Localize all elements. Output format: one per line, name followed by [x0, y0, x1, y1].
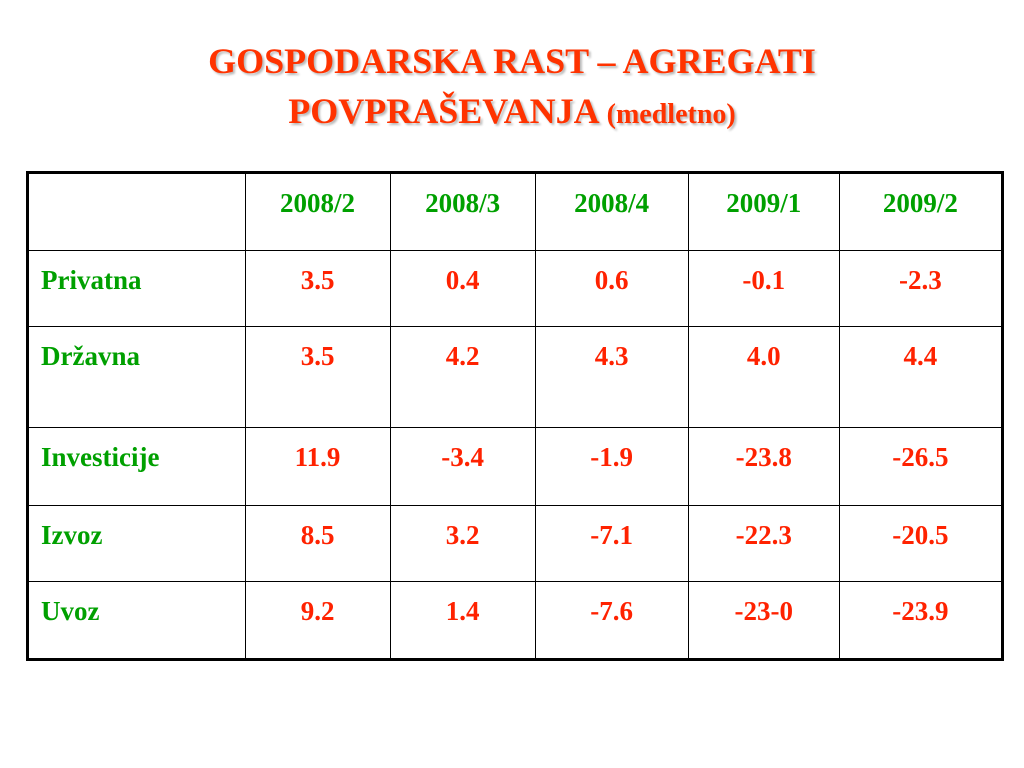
value-cell: 11.9: [244, 426, 391, 506]
row-label: Izvoz: [27, 504, 246, 582]
value-cell: 4.0: [687, 326, 840, 428]
value-cell: 4.2: [389, 326, 536, 428]
value-cell: -7.6: [534, 580, 689, 661]
value-cell: -1.9: [534, 426, 689, 506]
value-cell: -0.1: [687, 250, 840, 328]
value-cell: 3.2: [389, 504, 536, 582]
title-line-1: GOSPODARSKA RAST – AGREGATI: [208, 41, 816, 81]
row-label: Uvoz: [27, 580, 246, 661]
value-cell: -26.5: [838, 426, 1004, 506]
value-cell: -7.1: [534, 504, 689, 582]
value-cell: 8.5: [244, 504, 391, 582]
header-cell-empty: [27, 171, 246, 252]
value-cell: 4.3: [534, 326, 689, 428]
row-label: Državna: [27, 326, 246, 428]
value-cell: 0.4: [389, 250, 536, 328]
header-cell: 2009/2: [838, 171, 1004, 252]
title-suffix: (medletno): [606, 99, 736, 130]
header-cell: 2008/2: [244, 171, 391, 252]
value-cell: 3.5: [244, 326, 391, 428]
value-cell: -23-0: [687, 580, 840, 661]
table-header-row: 2008/2 2008/3 2008/4 2009/1 2009/2: [27, 171, 1004, 252]
value-cell: -23.9: [838, 580, 1004, 661]
value-cell: 4.4: [838, 326, 1004, 428]
data-table: 2008/2 2008/3 2008/4 2009/1 2009/2 Priva…: [26, 171, 1004, 661]
header-cell: 2008/3: [389, 171, 536, 252]
value-cell: -3.4: [389, 426, 536, 506]
page-title: GOSPODARSKA RAST – AGREGATI POVPRAŠEVANJ…: [0, 36, 1024, 140]
header-cell: 2008/4: [534, 171, 689, 252]
title-line-2: POVPRAŠEVANJA (medletno): [0, 86, 1024, 140]
row-label: Privatna: [27, 250, 246, 328]
table-row: Izvoz 8.5 3.2 -7.1 -22.3 -20.5: [27, 504, 1004, 582]
value-cell: -20.5: [838, 504, 1004, 582]
row-label: Investicije: [27, 426, 246, 506]
header-cell: 2009/1: [687, 171, 840, 252]
value-cell: 1.4: [389, 580, 536, 661]
title-line-2-main: POVPRAŠEVANJA: [288, 91, 598, 131]
table-row: Investicije 11.9 -3.4 -1.9 -23.8 -26.5: [27, 426, 1004, 506]
value-cell: -23.8: [687, 426, 840, 506]
value-cell: 9.2: [244, 580, 391, 661]
table-row: Državna 3.5 4.2 4.3 4.0 4.4: [27, 326, 1004, 428]
value-cell: -2.3: [838, 250, 1004, 328]
value-cell: 0.6: [534, 250, 689, 328]
value-cell: -22.3: [687, 504, 840, 582]
table-row: Privatna 3.5 0.4 0.6 -0.1 -2.3: [27, 250, 1004, 328]
value-cell: 3.5: [244, 250, 391, 328]
table-row: Uvoz 9.2 1.4 -7.6 -23-0 -23.9: [27, 580, 1004, 661]
